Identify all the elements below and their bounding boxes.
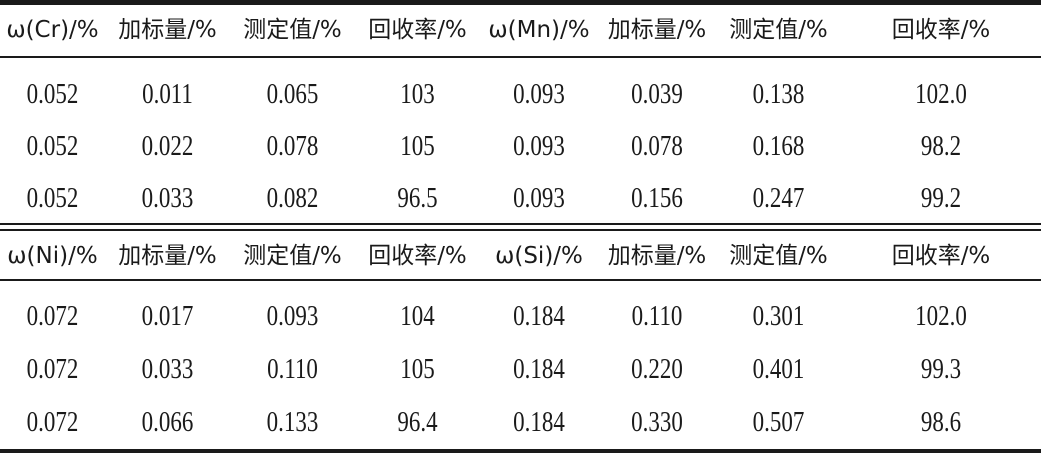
table-cell: 0.110 xyxy=(267,354,318,385)
table-cell: 99.3 xyxy=(920,354,962,385)
table-cell: 0.184 xyxy=(513,354,565,385)
header-cell: 回收率/% xyxy=(891,243,991,269)
table-cell: 0.033 xyxy=(141,183,194,214)
table-cell: 98.2 xyxy=(920,131,962,162)
table-row: 0.072 0.017 0.093 104 0.184 0.110 0.301 … xyxy=(0,292,1041,342)
table-cell: 0.072 xyxy=(26,301,79,332)
table-row: 0.052 0.033 0.082 96.5 0.093 0.156 0.247… xyxy=(0,174,1041,224)
table-cell: 0.082 xyxy=(266,183,319,214)
table-cell: 102.0 xyxy=(915,79,967,110)
table-cell: 96.4 xyxy=(397,407,438,438)
table-top-rule xyxy=(0,0,1041,5)
table-cell: 0.133 xyxy=(266,407,319,438)
header-cell: ω(Mn)/% xyxy=(488,17,590,43)
table-cell: 105 xyxy=(400,354,435,385)
section-divider-rule xyxy=(0,223,1041,225)
header-cell: ω(Si)/% xyxy=(495,243,583,269)
table-cell: 0.033 xyxy=(141,354,194,385)
table-cell: 96.5 xyxy=(397,183,438,214)
table-cell: 103 xyxy=(400,79,435,110)
header-cell: 加标量/% xyxy=(607,243,707,269)
table-cell: 104 xyxy=(400,301,435,332)
table-cell: 0.093 xyxy=(266,301,319,332)
table-header-row-cr-mn: ω(Cr)/% 加标量/% 测定值/% 回收率/% ω(Mn)/% 加标量/% … xyxy=(0,5,1041,55)
table-cell: 98.6 xyxy=(920,407,962,438)
table-cell: 0.110 xyxy=(631,301,683,332)
table-cell: 0.052 xyxy=(26,131,79,162)
header-cell: 测定值/% xyxy=(729,243,828,269)
header-cell: 回收率/% xyxy=(891,17,991,43)
header-cell: 回收率/% xyxy=(368,17,467,43)
table-cell: 0.052 xyxy=(26,79,79,110)
table-cell: 0.072 xyxy=(26,407,79,438)
section-divider-rule xyxy=(0,229,1041,231)
table-header-row-ni-si: ω(Ni)/% 加标量/% 测定值/% 回收率/% ω(Si)/% 加标量/% … xyxy=(0,231,1041,281)
table-cell: 99.2 xyxy=(920,183,962,214)
table-cell: 0.301 xyxy=(752,301,805,332)
table-cell: 105 xyxy=(400,131,435,162)
table-row: 0.052 0.022 0.078 105 0.093 0.078 0.168 … xyxy=(0,122,1041,172)
table-row: 0.052 0.011 0.065 103 0.093 0.039 0.138 … xyxy=(0,70,1041,120)
table-cell: 102.0 xyxy=(915,301,967,332)
table-cell: 0.093 xyxy=(513,183,565,214)
header-rule xyxy=(0,56,1041,58)
table-cell: 0.156 xyxy=(631,183,683,214)
table-cell: 0.247 xyxy=(752,183,805,214)
table-cell: 0.072 xyxy=(26,354,79,385)
table-cell: 0.078 xyxy=(266,131,319,162)
table-cell: 0.078 xyxy=(631,131,683,162)
table-cell: 0.138 xyxy=(752,79,805,110)
header-cell: 加标量/% xyxy=(118,243,217,269)
table-row: 0.072 0.066 0.133 96.4 0.184 0.330 0.507… xyxy=(0,398,1041,448)
table-cell: 0.093 xyxy=(513,79,565,110)
header-rule xyxy=(0,279,1041,281)
header-cell: 加标量/% xyxy=(607,17,707,43)
header-cell: ω(Ni)/% xyxy=(7,243,98,269)
header-cell: 测定值/% xyxy=(243,243,342,269)
table-cell: 0.220 xyxy=(631,354,683,385)
table-cell: 0.017 xyxy=(141,301,194,332)
table-bottom-rule xyxy=(0,449,1041,453)
table-cell: 0.039 xyxy=(631,79,683,110)
table-cell: 0.507 xyxy=(752,407,805,438)
header-cell: ω(Cr)/% xyxy=(6,17,99,43)
table-cell: 0.022 xyxy=(141,131,194,162)
header-cell: 回收率/% xyxy=(368,243,467,269)
table-cell: 0.011 xyxy=(142,79,193,110)
table-cell: 0.066 xyxy=(141,407,194,438)
header-cell: 测定值/% xyxy=(729,17,828,43)
table-cell: 0.184 xyxy=(513,407,565,438)
table-cell: 0.065 xyxy=(266,79,319,110)
table-cell: 0.330 xyxy=(631,407,683,438)
table-cell: 0.168 xyxy=(752,131,805,162)
table-row: 0.072 0.033 0.110 105 0.184 0.220 0.401 … xyxy=(0,345,1041,395)
table-cell: 0.184 xyxy=(513,301,565,332)
table-cell: 0.052 xyxy=(26,183,79,214)
header-cell: 加标量/% xyxy=(118,17,217,43)
header-cell: 测定值/% xyxy=(243,17,342,43)
table-cell: 0.093 xyxy=(513,131,565,162)
table-cell: 0.401 xyxy=(752,354,805,385)
